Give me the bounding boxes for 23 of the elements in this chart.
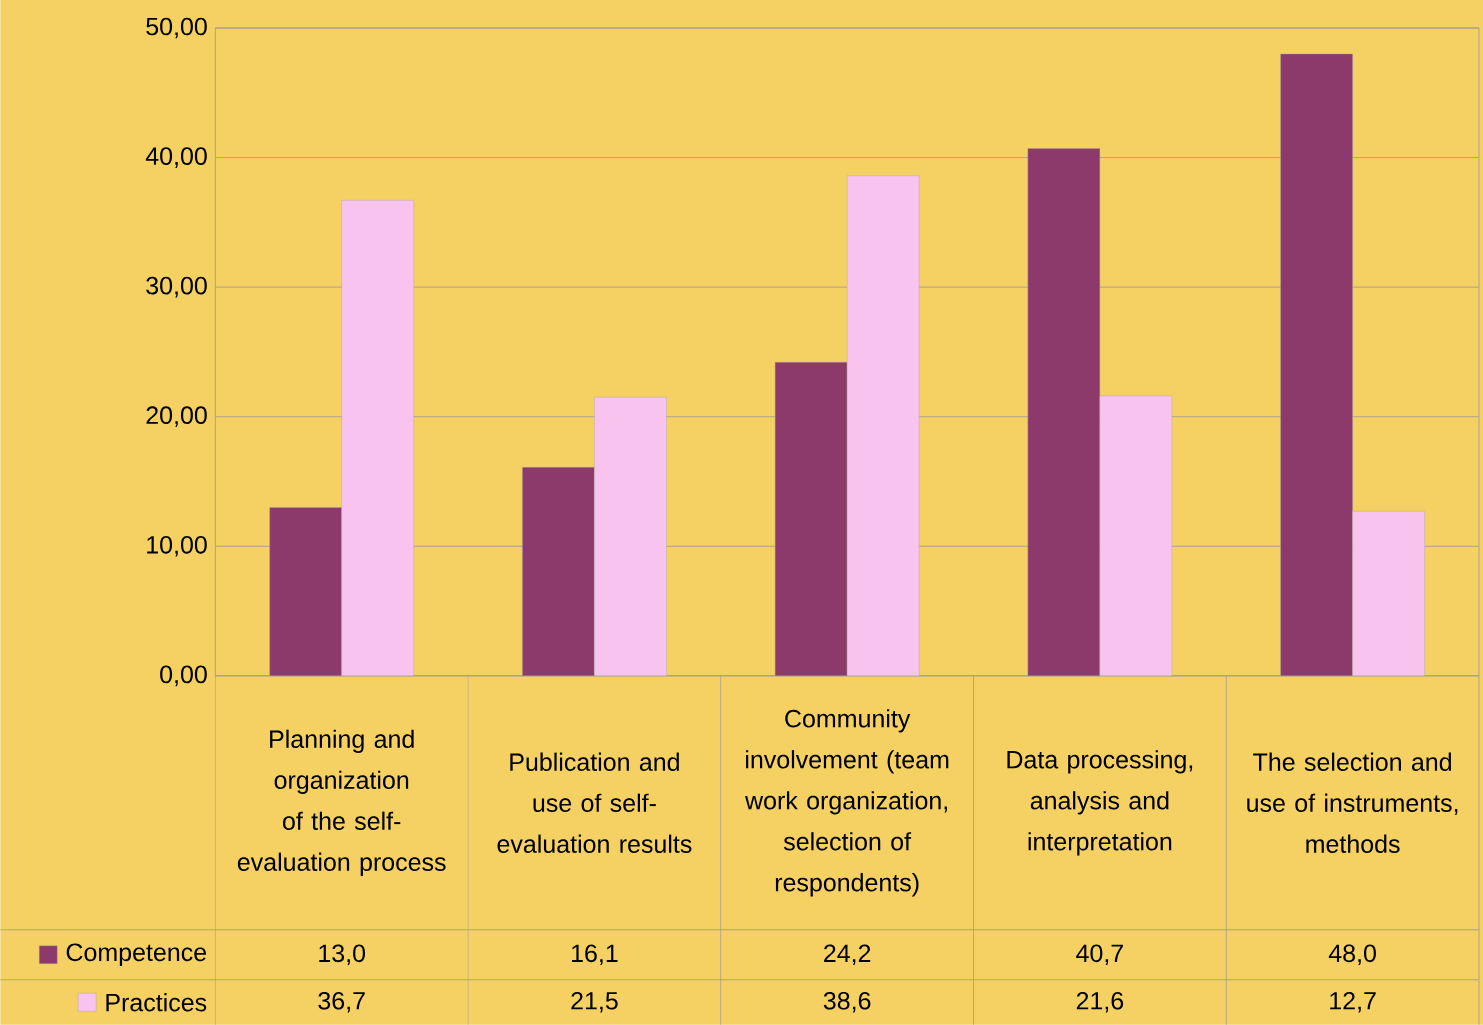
legend-label: Practices	[106, 993, 207, 1012]
data-label: 36,7	[318, 991, 365, 1013]
data-label: 24,2	[824, 944, 871, 966]
y-tick-label: 40,00	[145, 147, 207, 168]
data-label: 16,1	[572, 944, 618, 966]
y-tick-label: 20,00	[146, 406, 207, 427]
x-tick-label: Data processing, analysis and interpretation	[1007, 750, 1193, 856]
legend-label: Competence	[66, 943, 207, 967]
x-tick-label: Community involvement (team work organization, selection of respondents)	[745, 709, 949, 897]
y-tick-label: 50,00	[146, 17, 207, 39]
data-label: 48,0	[1328, 944, 1376, 966]
x-tick-label: Planning and organization of the self-evaluation process	[237, 729, 446, 876]
x-tick-label: Publication and use of self-evaluation results	[497, 752, 692, 853]
y-tick-label: 0,00	[160, 665, 207, 687]
data-label: 21,6	[1076, 991, 1124, 1013]
data-label: 40,7	[1076, 944, 1123, 966]
data-label: 38,6	[823, 991, 871, 1013]
data-label: 12,7	[1330, 991, 1376, 1013]
y-tick-label: 10,00	[147, 535, 207, 557]
x-tick-label: The selection and use of instruments, methods	[1247, 752, 1458, 853]
y-tick-label: 30,00	[146, 276, 207, 298]
data-label: 13,0	[319, 944, 366, 966]
data-label: 21,5	[571, 991, 618, 1013]
